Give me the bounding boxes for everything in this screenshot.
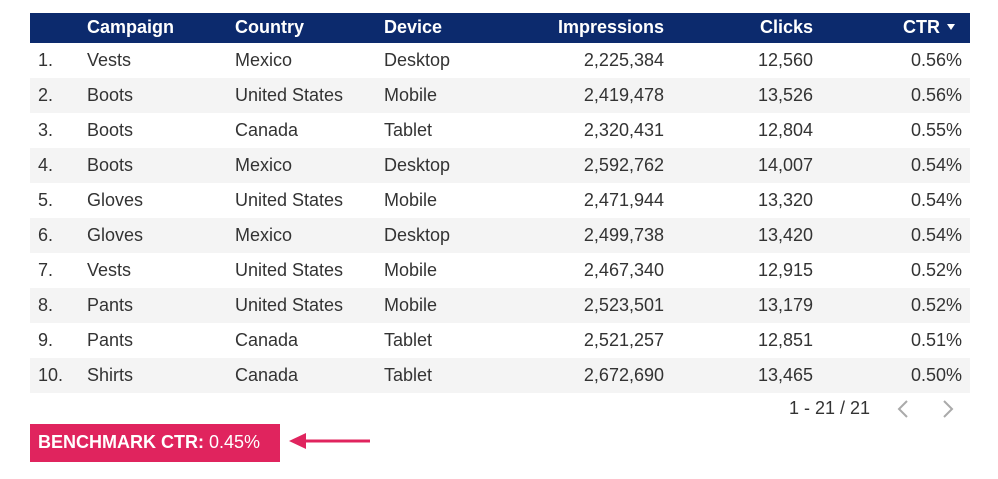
cell: Gloves <box>87 190 143 210</box>
cell: 2,499,738 <box>584 225 664 245</box>
cell: Tablet <box>384 365 432 385</box>
cell: Mexico <box>235 225 292 245</box>
cell: Canada <box>235 330 299 350</box>
row-index: 7. <box>38 260 53 280</box>
cell: 2,592,762 <box>584 155 664 175</box>
cell: Vests <box>87 50 131 70</box>
cell: 0.56% <box>911 50 962 70</box>
row-stripe <box>30 78 970 113</box>
cell: United States <box>235 190 343 210</box>
cell: Boots <box>87 155 133 175</box>
cell: Desktop <box>384 50 450 70</box>
benchmark: BENCHMARK CTR: 0.45% <box>38 432 260 452</box>
cell: 13,465 <box>758 365 813 385</box>
cell: United States <box>235 295 343 315</box>
cell: 0.52% <box>911 295 962 315</box>
cell: 13,179 <box>758 295 813 315</box>
row-index: 10. <box>38 365 63 385</box>
cell: 0.51% <box>911 330 962 350</box>
row-index: 6. <box>38 225 53 245</box>
row-index: 5. <box>38 190 53 210</box>
cell: United States <box>235 85 343 105</box>
sort-icon[interactable] <box>947 24 955 30</box>
cell: 13,320 <box>758 190 813 210</box>
row-index: 9. <box>38 330 53 350</box>
row-index: 3. <box>38 120 53 140</box>
cell: Gloves <box>87 225 143 245</box>
cell: Mexico <box>235 50 292 70</box>
benchmark-box <box>30 424 280 462</box>
column-header[interactable]: Impressions <box>558 17 664 37</box>
column-header[interactable]: CTR <box>903 17 940 37</box>
cell: 2,672,690 <box>584 365 664 385</box>
cell: 2,471,944 <box>584 190 664 210</box>
cell: 14,007 <box>758 155 813 175</box>
cell: 2,523,501 <box>584 295 664 315</box>
cell: 0.54% <box>911 155 962 175</box>
column-header[interactable]: Device <box>384 17 442 37</box>
cell: Canada <box>235 120 299 140</box>
column-header[interactable]: Campaign <box>87 17 174 37</box>
cell: Vests <box>87 260 131 280</box>
cell: 2,467,340 <box>584 260 664 280</box>
benchmark-value: 0.45% <box>209 432 260 452</box>
cell: Pants <box>87 330 133 350</box>
cell: 0.52% <box>911 260 962 280</box>
cell: Shirts <box>87 365 133 385</box>
next-page[interactable] <box>943 400 954 418</box>
benchmark-label: BENCHMARK CTR: <box>38 432 204 452</box>
cell: Mobile <box>384 260 437 280</box>
cell: Tablet <box>384 330 432 350</box>
cell: Tablet <box>384 120 432 140</box>
cell: 2,521,257 <box>584 330 664 350</box>
cell: Mobile <box>384 190 437 210</box>
cell: 0.54% <box>911 190 962 210</box>
cell: 13,526 <box>758 85 813 105</box>
row-index: 4. <box>38 155 53 175</box>
column-header[interactable]: Clicks <box>760 17 813 37</box>
cell: 2,419,478 <box>584 85 664 105</box>
pagination-text: 1 - 21 / 21 <box>789 398 870 418</box>
cell: 12,560 <box>758 50 813 70</box>
cell: Mobile <box>384 85 437 105</box>
row-index: 2. <box>38 85 53 105</box>
column-header[interactable]: Country <box>235 17 304 37</box>
cell: 0.56% <box>911 85 962 105</box>
cell: 13,420 <box>758 225 813 245</box>
cell: 12,915 <box>758 260 813 280</box>
cell: United States <box>235 260 343 280</box>
cell: 0.55% <box>911 120 962 140</box>
cell: Desktop <box>384 225 450 245</box>
cell: Mobile <box>384 295 437 315</box>
cell: Canada <box>235 365 299 385</box>
cell: 0.54% <box>911 225 962 245</box>
row-stripe <box>30 358 970 393</box>
table-header <box>30 13 970 43</box>
cell: Desktop <box>384 155 450 175</box>
row-stripe <box>30 218 970 253</box>
arrow-head <box>289 433 306 449</box>
cell: 2,320,431 <box>584 120 664 140</box>
row-stripe <box>30 288 970 323</box>
cell: Pants <box>87 295 133 315</box>
cell: 0.50% <box>911 365 962 385</box>
row-index: 1. <box>38 50 53 70</box>
cell: 2,225,384 <box>584 50 664 70</box>
cell: 12,851 <box>758 330 813 350</box>
cell: Boots <box>87 120 133 140</box>
cell: Boots <box>87 85 133 105</box>
row-index: 8. <box>38 295 53 315</box>
row-stripe <box>30 148 970 183</box>
cell: Mexico <box>235 155 292 175</box>
cell: 12,804 <box>758 120 813 140</box>
prev-page[interactable] <box>897 400 908 418</box>
